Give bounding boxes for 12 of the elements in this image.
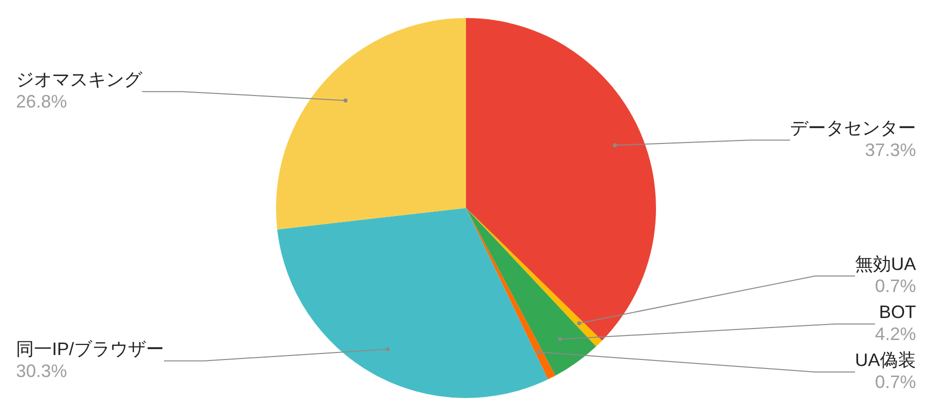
- slice-label: 無効UA: [854, 254, 916, 274]
- slice-label: データセンター: [790, 118, 916, 138]
- data-label: 30.3%: [16, 360, 68, 381]
- data-label: 0.7%: [874, 276, 916, 296]
- data-label: 26.8%: [16, 92, 68, 112]
- slice-label: ジオマスキング: [16, 70, 143, 90]
- slice-label: 同一IP/ブラウザー: [16, 338, 164, 359]
- slice-label: BOT: [878, 302, 916, 322]
- data-label: 0.7%: [874, 372, 916, 392]
- slice-label: UA偽装: [854, 350, 916, 370]
- data-label: 37.3%: [864, 140, 916, 160]
- data-label: 4.2%: [874, 324, 916, 344]
